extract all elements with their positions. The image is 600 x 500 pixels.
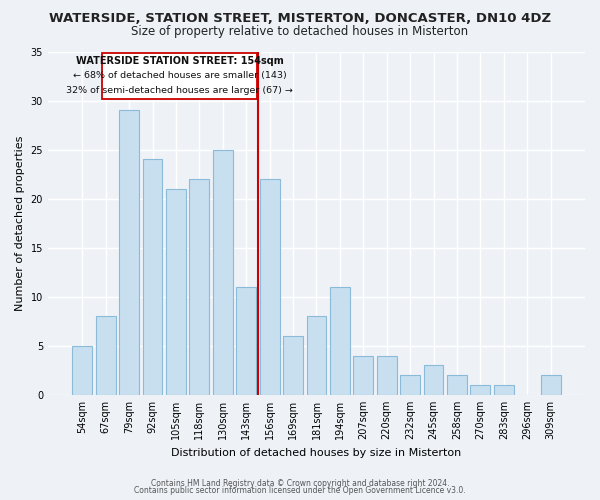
Text: ← 68% of detached houses are smaller (143): ← 68% of detached houses are smaller (14…: [73, 71, 286, 80]
Bar: [377, 356, 397, 395]
Bar: [166, 189, 186, 395]
Bar: [283, 336, 303, 395]
FancyBboxPatch shape: [102, 54, 257, 98]
Bar: [353, 356, 373, 395]
Bar: [96, 316, 116, 395]
Bar: [330, 287, 350, 395]
Bar: [447, 376, 467, 395]
Bar: [213, 150, 233, 395]
Text: Contains HM Land Registry data © Crown copyright and database right 2024.: Contains HM Land Registry data © Crown c…: [151, 478, 449, 488]
Text: 32% of semi-detached houses are larger (67) →: 32% of semi-detached houses are larger (…: [66, 86, 293, 95]
Bar: [494, 385, 514, 395]
Text: WATERSIDE STATION STREET: 154sqm: WATERSIDE STATION STREET: 154sqm: [76, 56, 283, 66]
Bar: [190, 179, 209, 395]
X-axis label: Distribution of detached houses by size in Misterton: Distribution of detached houses by size …: [172, 448, 461, 458]
Bar: [260, 179, 280, 395]
Text: Size of property relative to detached houses in Misterton: Size of property relative to detached ho…: [131, 25, 469, 38]
Y-axis label: Number of detached properties: Number of detached properties: [15, 136, 25, 311]
Bar: [307, 316, 326, 395]
Text: Contains public sector information licensed under the Open Government Licence v3: Contains public sector information licen…: [134, 486, 466, 495]
Bar: [143, 160, 163, 395]
Bar: [470, 385, 490, 395]
Text: WATERSIDE, STATION STREET, MISTERTON, DONCASTER, DN10 4DZ: WATERSIDE, STATION STREET, MISTERTON, DO…: [49, 12, 551, 26]
Bar: [541, 376, 560, 395]
Bar: [119, 110, 139, 395]
Bar: [73, 346, 92, 395]
Bar: [424, 366, 443, 395]
Bar: [236, 287, 256, 395]
Bar: [400, 376, 420, 395]
